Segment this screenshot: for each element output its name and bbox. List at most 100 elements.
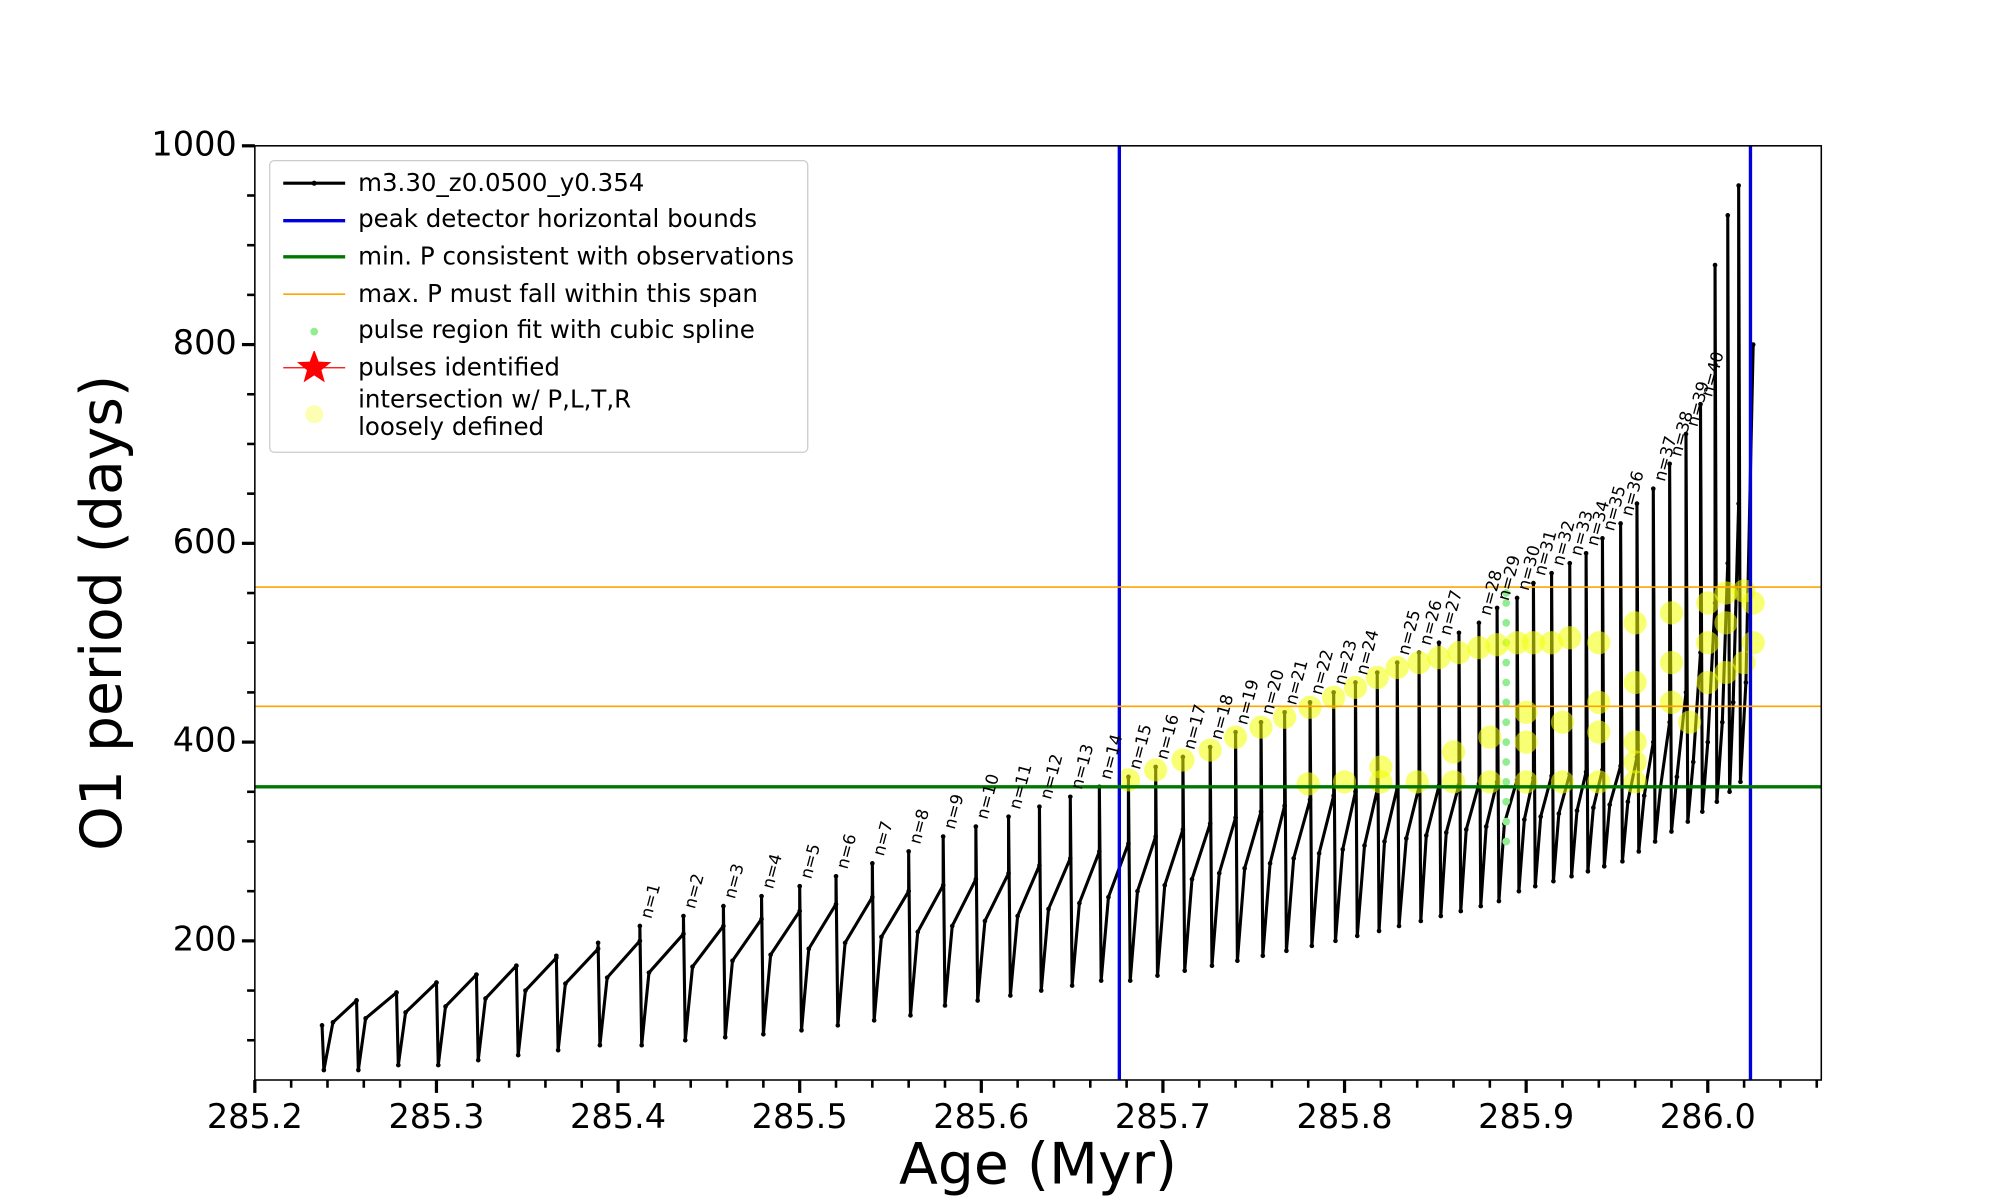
data-point <box>1549 570 1554 576</box>
data-point <box>1362 843 1367 848</box>
scatter-point <box>1696 591 1720 615</box>
data-point <box>1574 808 1580 813</box>
data-point <box>1516 888 1522 894</box>
data-point <box>637 923 643 929</box>
y-tick-label: 800 <box>173 323 237 362</box>
scatter-point <box>1427 646 1451 670</box>
legend-entry: max. P must fall within this span <box>278 276 799 313</box>
data-point <box>1282 803 1287 809</box>
pulse-label: n=13 <box>1066 742 1097 792</box>
data-point <box>682 1037 688 1043</box>
data-point <box>1260 953 1266 959</box>
x-tick-label: 285.6 <box>933 1097 1029 1136</box>
data-point <box>1569 873 1574 879</box>
data-point <box>1551 878 1556 884</box>
data-point <box>759 893 764 899</box>
scatter-point <box>1198 738 1222 762</box>
pulse-label: n=6 <box>832 832 860 871</box>
legend-dot <box>305 404 324 423</box>
data-point <box>555 1047 561 1053</box>
scatter-point <box>1365 665 1389 690</box>
scatter-point <box>1714 660 1738 685</box>
data-point <box>1242 865 1247 871</box>
data-point <box>1098 978 1104 983</box>
data-point <box>1685 819 1691 824</box>
scatter-point <box>1550 770 1575 794</box>
data-point <box>721 903 726 909</box>
scatter-point <box>1485 633 1509 657</box>
data-point <box>443 1004 448 1009</box>
pulse-label: n=27 <box>1435 588 1466 638</box>
legend-entry: pulses identified <box>278 350 799 387</box>
data-point <box>1069 983 1075 988</box>
data-point <box>1625 799 1631 805</box>
data-point <box>973 824 979 829</box>
data-point <box>973 876 979 882</box>
data-point <box>1006 870 1011 876</box>
data-point <box>1418 918 1424 924</box>
data-point <box>1730 700 1736 705</box>
data-point <box>554 953 559 959</box>
scatter-point <box>1623 730 1647 754</box>
data-point <box>797 908 803 914</box>
data-point <box>1538 814 1544 819</box>
data-point <box>1736 183 1741 188</box>
data-point <box>1496 898 1502 904</box>
scatter-point <box>1678 710 1702 734</box>
data-point <box>1333 938 1338 944</box>
data-point <box>1126 841 1131 846</box>
legend-swatch <box>305 404 324 423</box>
data-point <box>1438 913 1444 919</box>
data-point <box>1650 739 1656 745</box>
data-point <box>1235 958 1240 964</box>
data-point <box>879 934 884 940</box>
scatter-point <box>1249 715 1273 739</box>
data-point <box>319 1023 325 1028</box>
y-axis-label: O1 period (days) <box>69 375 135 851</box>
data-point <box>597 1042 603 1048</box>
data-point <box>1522 817 1527 822</box>
legend-star <box>297 351 332 383</box>
legend-entry: min. P consistent with observations <box>278 239 799 276</box>
scatter-point <box>1502 618 1511 627</box>
data-point <box>403 1010 408 1015</box>
legend-entry: intersection w/ P,L,T,R loosely defined <box>278 386 799 441</box>
data-point <box>799 1027 804 1033</box>
data-point <box>1738 779 1743 785</box>
data-point <box>1641 793 1647 799</box>
pulse-label: n=40 <box>1696 349 1727 399</box>
data-point <box>835 1023 841 1028</box>
scatter-point <box>1741 591 1765 615</box>
y-tick-label: 600 <box>173 522 237 561</box>
data-point <box>761 1031 766 1037</box>
data-point <box>1180 827 1186 832</box>
legend-swatch <box>310 327 319 336</box>
data-point <box>1698 401 1703 407</box>
legend-swatch <box>283 218 346 223</box>
data-point <box>435 1062 441 1068</box>
data-point <box>681 931 686 937</box>
data-point <box>563 981 568 986</box>
data-point <box>483 996 488 1001</box>
legend-label: m3.30_z0.0500_y0.354 <box>358 168 645 198</box>
data-point <box>646 970 652 975</box>
legend-swatch <box>283 255 346 260</box>
data-point <box>1037 804 1042 810</box>
scatter-point <box>1296 772 1320 796</box>
data-point <box>1650 486 1656 491</box>
data-point <box>722 1034 728 1040</box>
legend-label: pulse region fit with cubic spline <box>358 316 755 345</box>
data-point <box>833 873 839 879</box>
scatter-point <box>1696 670 1720 695</box>
data-point <box>514 963 519 969</box>
data-point <box>1309 943 1315 949</box>
scatter-point <box>1714 611 1738 635</box>
data-point <box>768 952 773 958</box>
data-point <box>1652 839 1658 844</box>
x-tick-label: 285.3 <box>388 1097 484 1136</box>
data-point <box>1683 690 1689 695</box>
data-point <box>908 1013 913 1018</box>
legend-swatch <box>283 181 346 187</box>
